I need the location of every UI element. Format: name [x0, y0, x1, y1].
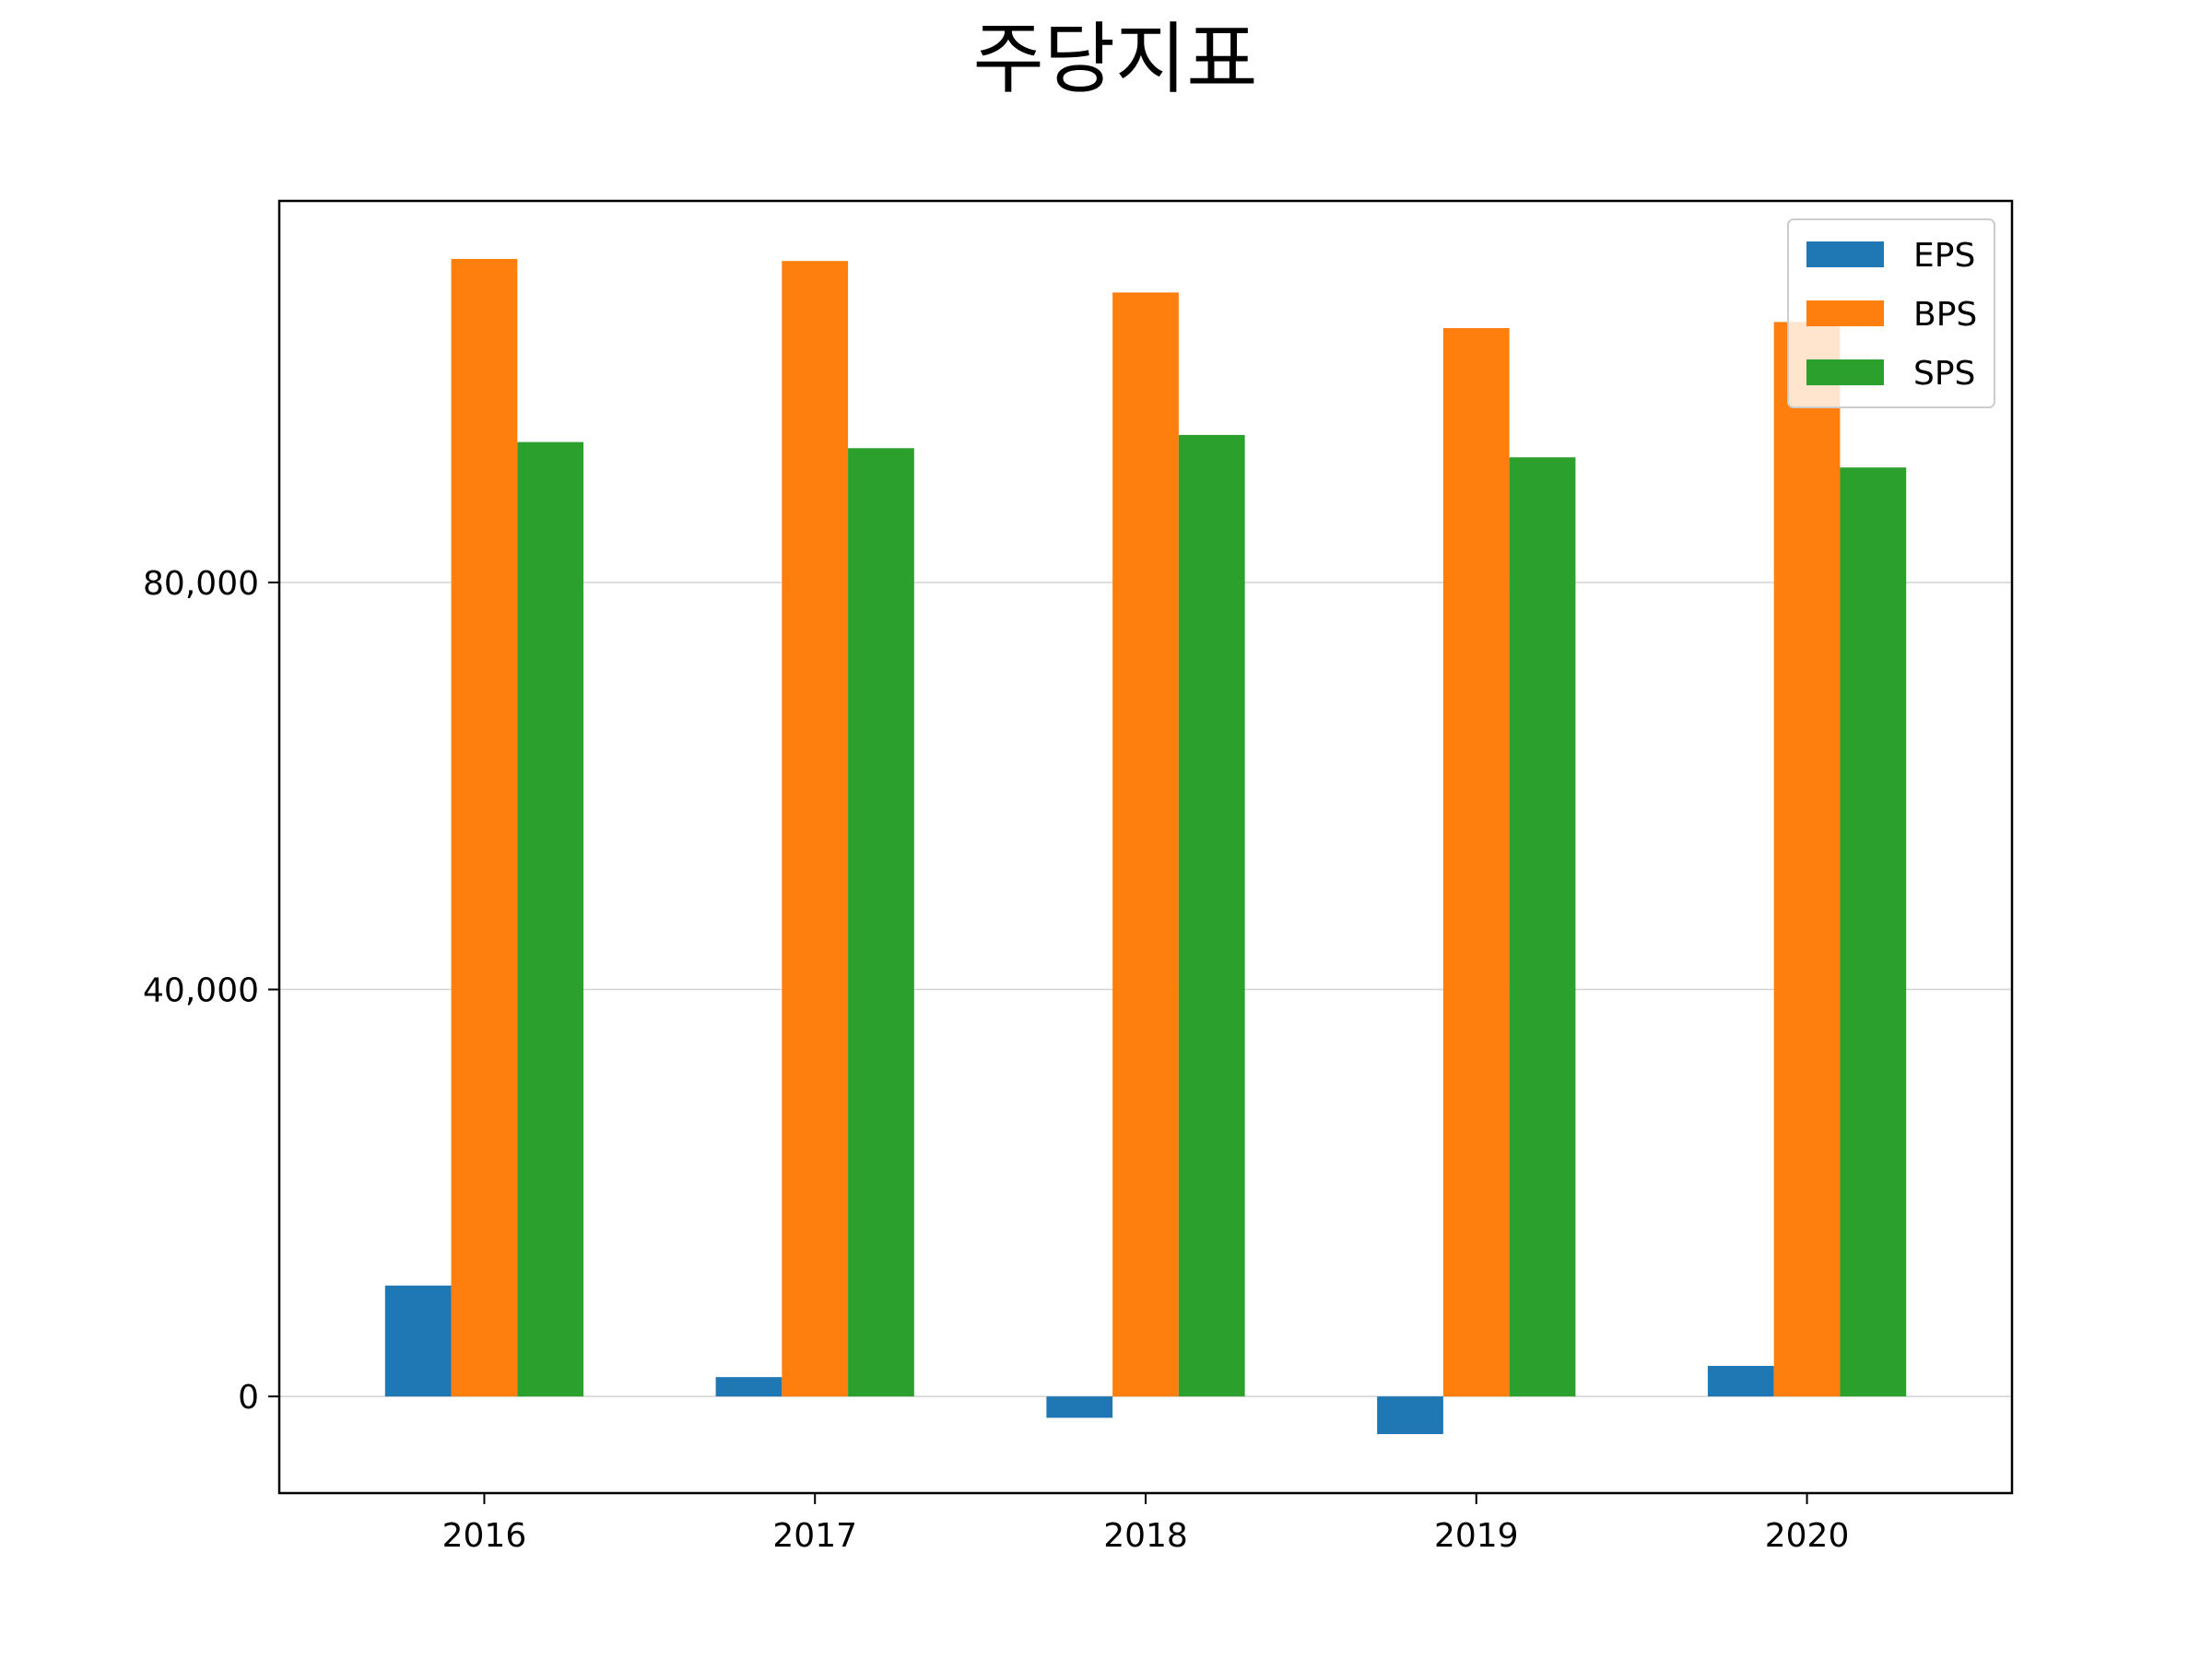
legend-swatch-bps — [1806, 300, 1884, 326]
bar-bps-2019 — [1442, 327, 1510, 1397]
x-axis: 2016 2017 2018 2019 2020 — [442, 1493, 1850, 1555]
legend: EPS BPS SPS — [1787, 218, 1995, 408]
x-tick-label: 2020 — [1765, 1517, 1850, 1555]
bar-eps-2018 — [1046, 1396, 1113, 1418]
bar-eps-2020 — [1707, 1366, 1774, 1397]
bar-eps-2019 — [1377, 1396, 1443, 1434]
legend-label-sps: SPS — [1913, 355, 1975, 393]
bar-eps-2016 — [384, 1285, 452, 1397]
y-tick-label: 0 — [238, 1379, 259, 1417]
x-tick-label: 2019 — [1434, 1517, 1519, 1555]
legend-swatch-eps — [1806, 241, 1884, 267]
bar-sps-2020 — [1840, 467, 1907, 1397]
bar-bps-2017 — [782, 261, 849, 1397]
bars — [384, 258, 1907, 1434]
chart-title: 주당지표 — [972, 14, 1257, 104]
legend-label-eps: EPS — [1913, 237, 1975, 275]
legend-swatch-sps — [1806, 359, 1884, 385]
y-axis: 0 40,000 80,000 — [143, 565, 279, 1417]
bar-bps-2020 — [1773, 322, 1841, 1397]
bar-bps-2016 — [451, 258, 518, 1397]
legend-label-bps: BPS — [1913, 296, 1977, 334]
y-tick-label: 40,000 — [143, 972, 259, 1010]
x-tick-label: 2017 — [772, 1517, 857, 1555]
x-tick-label: 2016 — [442, 1517, 527, 1555]
bar-sps-2019 — [1509, 457, 1576, 1397]
bar-sps-2018 — [1178, 434, 1245, 1397]
x-tick-label: 2018 — [1103, 1517, 1188, 1555]
bar-eps-2017 — [715, 1377, 782, 1397]
bar-sps-2017 — [848, 448, 914, 1397]
y-tick-label: 80,000 — [143, 565, 259, 603]
bar-sps-2016 — [517, 441, 584, 1397]
bar-bps-2018 — [1112, 292, 1179, 1397]
